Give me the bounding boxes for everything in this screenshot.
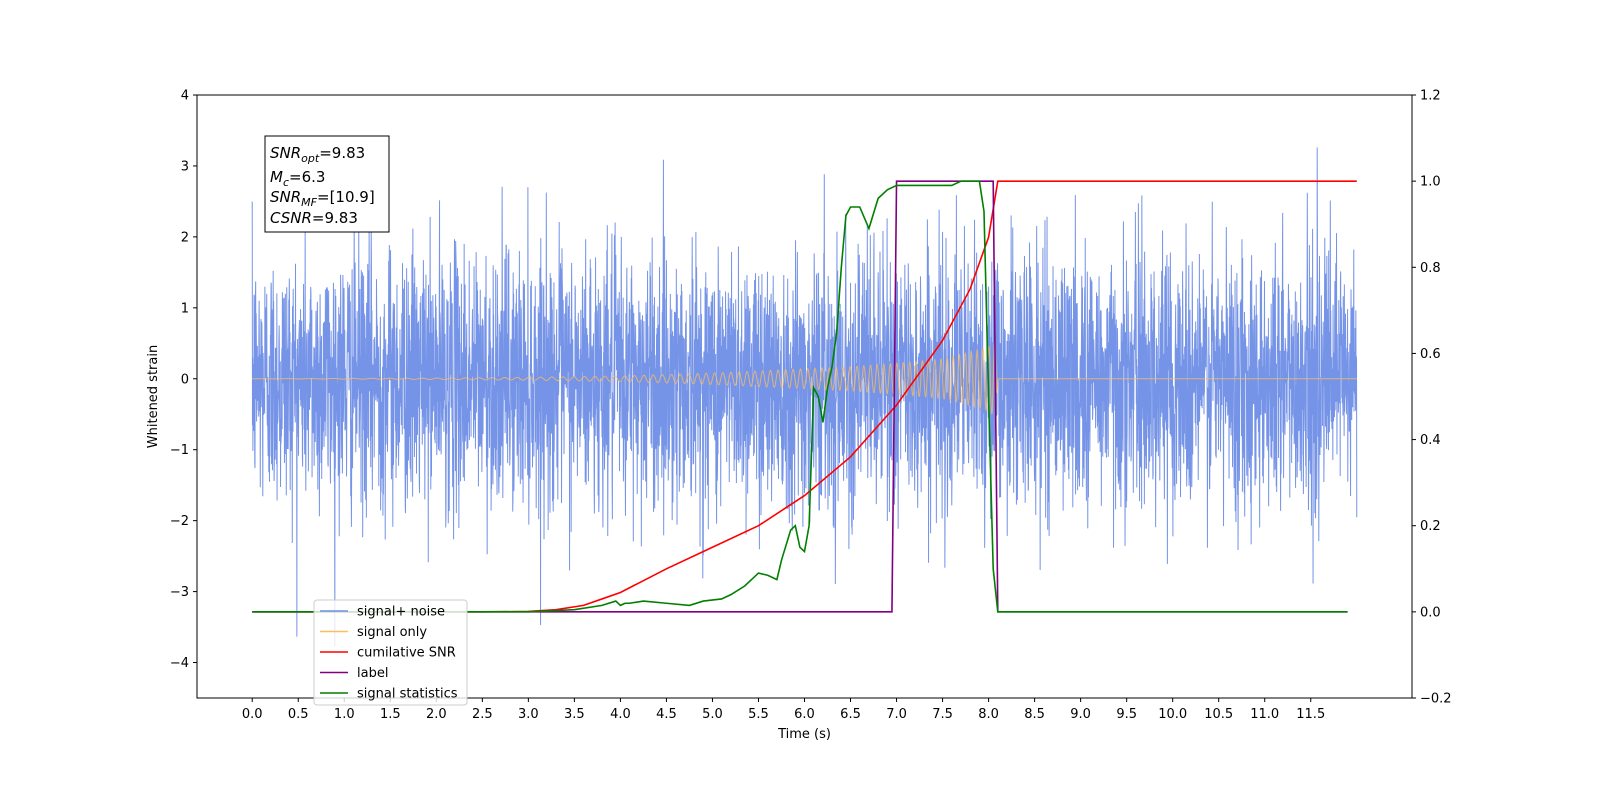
x-tick-label: 10.0 xyxy=(1158,707,1187,722)
y-tick-label: 0 xyxy=(181,372,189,387)
x-tick-label: 5.5 xyxy=(748,707,769,722)
x-tick-label: 9.5 xyxy=(1116,707,1137,722)
csnr-value: =9.83 xyxy=(312,209,358,227)
x-tick-label: 6.5 xyxy=(840,707,861,722)
y-tick-label: −1 xyxy=(170,443,189,458)
x-tick-label: 11.0 xyxy=(1250,707,1279,722)
x-tick-label: 0.0 xyxy=(242,707,263,722)
y2-tick-label: 1.2 xyxy=(1420,89,1441,104)
legend-entry: label xyxy=(357,666,388,681)
x-tick-label: 7.5 xyxy=(932,707,953,722)
annotation-csnr: CSNR=9.83 xyxy=(270,209,358,227)
legend-frame xyxy=(313,599,468,706)
series-signal-noise xyxy=(251,147,1358,647)
x-tick-label: 11.5 xyxy=(1296,707,1325,722)
y-tick-label: −2 xyxy=(170,514,189,529)
annotation-snr-opt: SNRopt=9.83 xyxy=(270,144,365,165)
legend-entry: signal statistics xyxy=(357,687,458,702)
x-tick-label: 1.0 xyxy=(334,707,355,722)
x-tick-label: 10.5 xyxy=(1204,707,1233,722)
y2-tick-label: 0.4 xyxy=(1420,433,1441,448)
snr-mf-base: SNR xyxy=(270,188,301,206)
x-tick-label: 8.0 xyxy=(978,707,999,722)
x-axis-label: Time (s) xyxy=(777,727,831,742)
mc-sub: c xyxy=(283,176,289,189)
snr-opt-base: SNR xyxy=(270,144,301,162)
y-tick-label: 4 xyxy=(181,89,189,104)
legend-entry: signal+ noise xyxy=(357,605,445,620)
snr-mf-value: =[10.9] xyxy=(317,188,375,206)
annotation-box: SNRopt=9.83 Mc=6.3 SNRMF=[10.9] CSNR=9.8… xyxy=(264,135,390,233)
snr-opt-value: =9.83 xyxy=(319,144,365,162)
y2-tick-label: 0.6 xyxy=(1420,347,1441,362)
snr-mf-sub: MF xyxy=(301,196,317,209)
y2-tick-label: 0.2 xyxy=(1420,519,1441,534)
y-axis-label: Whitened strain xyxy=(146,345,161,448)
x-tick-label: 2.5 xyxy=(472,707,493,722)
x-tick-label: 2.0 xyxy=(426,707,447,722)
series-layer xyxy=(251,147,1358,647)
mc-value: =6.3 xyxy=(289,168,325,186)
csnr-base: CSNR xyxy=(270,209,312,227)
x-tick-label: 9.0 xyxy=(1070,707,1091,722)
y2-axis-ticks: 1.2 1.0 0.8 0.6 0.4 0.2 0.0 −0.2 xyxy=(1412,89,1452,707)
x-tick-label: 4.0 xyxy=(610,707,631,722)
y-tick-label: −3 xyxy=(170,585,189,600)
series-signal-only xyxy=(252,339,1357,415)
x-axis-ticks: 0.0 0.5 1.0 1.5 2.0 2.5 3.0 3.5 4.0 4.5 5.0 5.5 6.0 6… xyxy=(242,698,1325,722)
y-tick-label: 3 xyxy=(181,159,189,174)
y-tick-label: 1 xyxy=(181,301,189,316)
series-signal-statistics xyxy=(252,180,1348,613)
y-tick-label: −4 xyxy=(170,656,189,671)
x-tick-label: 0.5 xyxy=(288,707,309,722)
legend-entry: cumilative SNR xyxy=(357,646,456,661)
annotation-snr-mf: SNRMF=[10.9] xyxy=(270,188,375,209)
x-tick-label: 8.5 xyxy=(1024,707,1045,722)
x-tick-label: 6.0 xyxy=(794,707,815,722)
x-tick-label: 3.5 xyxy=(564,707,585,722)
x-tick-label: 5.0 xyxy=(702,707,723,722)
y2-tick-label: 0.0 xyxy=(1420,605,1441,620)
x-tick-label: 4.5 xyxy=(656,707,677,722)
annotation-mc: Mc=6.3 xyxy=(270,168,325,189)
snr-opt-sub: opt xyxy=(301,152,320,165)
x-tick-label: 3.0 xyxy=(518,707,539,722)
y2-tick-label: 0.8 xyxy=(1420,261,1441,276)
legend-entry: signal only xyxy=(357,625,427,640)
y-tick-label: 2 xyxy=(181,230,189,245)
mc-base: M xyxy=(270,168,283,186)
x-tick-label: 7.0 xyxy=(886,707,907,722)
y-axis-ticks: 4 3 2 1 0 −1 −2 −3 −4 xyxy=(170,89,197,671)
y2-tick-label: −0.2 xyxy=(1420,692,1452,707)
y2-tick-label: 1.0 xyxy=(1420,175,1441,190)
legend: signal+ noise signal only cumilative SNR la… xyxy=(313,599,468,706)
annotation-frame xyxy=(264,135,390,233)
x-tick-label: 1.5 xyxy=(380,707,401,722)
